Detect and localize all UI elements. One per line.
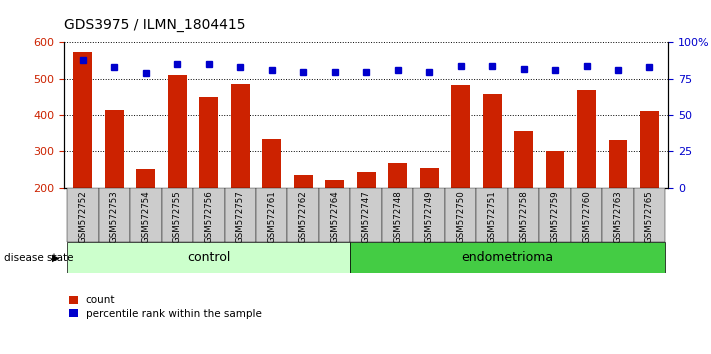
Bar bbox=[545, 150, 565, 188]
Bar bbox=[483, 95, 501, 188]
Bar bbox=[137, 170, 155, 188]
FancyBboxPatch shape bbox=[602, 188, 634, 242]
FancyBboxPatch shape bbox=[351, 242, 665, 273]
FancyBboxPatch shape bbox=[225, 188, 256, 242]
Bar bbox=[419, 169, 439, 188]
Text: GSM572761: GSM572761 bbox=[267, 190, 277, 243]
Bar bbox=[577, 90, 596, 188]
Text: GSM572750: GSM572750 bbox=[456, 190, 465, 243]
Text: endometrioma: endometrioma bbox=[461, 251, 554, 264]
Bar bbox=[640, 112, 659, 188]
Text: GSM572751: GSM572751 bbox=[488, 190, 496, 243]
Text: GSM572749: GSM572749 bbox=[424, 190, 434, 243]
Text: GSM572756: GSM572756 bbox=[204, 190, 213, 243]
FancyBboxPatch shape bbox=[193, 188, 225, 242]
Text: GSM572758: GSM572758 bbox=[519, 190, 528, 243]
Legend: count, percentile rank within the sample: count, percentile rank within the sample bbox=[69, 296, 262, 319]
FancyBboxPatch shape bbox=[319, 188, 351, 242]
FancyBboxPatch shape bbox=[382, 188, 413, 242]
Bar bbox=[325, 181, 344, 188]
Text: GSM572765: GSM572765 bbox=[645, 190, 654, 243]
Text: ▶: ▶ bbox=[51, 253, 59, 263]
Bar bbox=[388, 163, 407, 188]
FancyBboxPatch shape bbox=[130, 188, 161, 242]
FancyBboxPatch shape bbox=[67, 242, 351, 273]
Text: GSM572752: GSM572752 bbox=[78, 190, 87, 243]
FancyBboxPatch shape bbox=[287, 188, 319, 242]
Bar bbox=[262, 139, 281, 188]
Bar bbox=[105, 110, 124, 188]
FancyBboxPatch shape bbox=[99, 188, 130, 242]
Text: GDS3975 / ILMN_1804415: GDS3975 / ILMN_1804415 bbox=[64, 18, 245, 32]
Bar bbox=[199, 97, 218, 188]
Bar bbox=[294, 175, 313, 188]
Text: GSM572764: GSM572764 bbox=[330, 190, 339, 243]
FancyBboxPatch shape bbox=[351, 188, 382, 242]
Text: GSM572754: GSM572754 bbox=[141, 190, 150, 243]
FancyBboxPatch shape bbox=[256, 188, 287, 242]
FancyBboxPatch shape bbox=[413, 188, 445, 242]
FancyBboxPatch shape bbox=[445, 188, 476, 242]
Bar bbox=[231, 84, 250, 188]
Text: GSM572755: GSM572755 bbox=[173, 190, 182, 243]
Text: GSM572753: GSM572753 bbox=[110, 190, 119, 243]
Text: GSM572757: GSM572757 bbox=[236, 190, 245, 243]
Bar bbox=[514, 131, 533, 188]
FancyBboxPatch shape bbox=[161, 188, 193, 242]
Bar bbox=[451, 85, 470, 188]
FancyBboxPatch shape bbox=[634, 188, 665, 242]
Text: GSM572760: GSM572760 bbox=[582, 190, 591, 243]
Text: control: control bbox=[187, 251, 230, 264]
Text: GSM572762: GSM572762 bbox=[299, 190, 308, 243]
Text: disease state: disease state bbox=[4, 253, 73, 263]
Text: GSM572763: GSM572763 bbox=[614, 190, 622, 243]
FancyBboxPatch shape bbox=[476, 188, 508, 242]
Bar bbox=[168, 75, 187, 188]
Text: GSM572759: GSM572759 bbox=[550, 190, 560, 243]
Bar bbox=[609, 141, 627, 188]
Bar bbox=[357, 172, 375, 188]
Text: GSM572748: GSM572748 bbox=[393, 190, 402, 243]
FancyBboxPatch shape bbox=[571, 188, 602, 242]
FancyBboxPatch shape bbox=[508, 188, 539, 242]
Text: GSM572747: GSM572747 bbox=[362, 190, 370, 243]
FancyBboxPatch shape bbox=[67, 188, 99, 242]
Bar bbox=[73, 52, 92, 188]
FancyBboxPatch shape bbox=[539, 188, 571, 242]
